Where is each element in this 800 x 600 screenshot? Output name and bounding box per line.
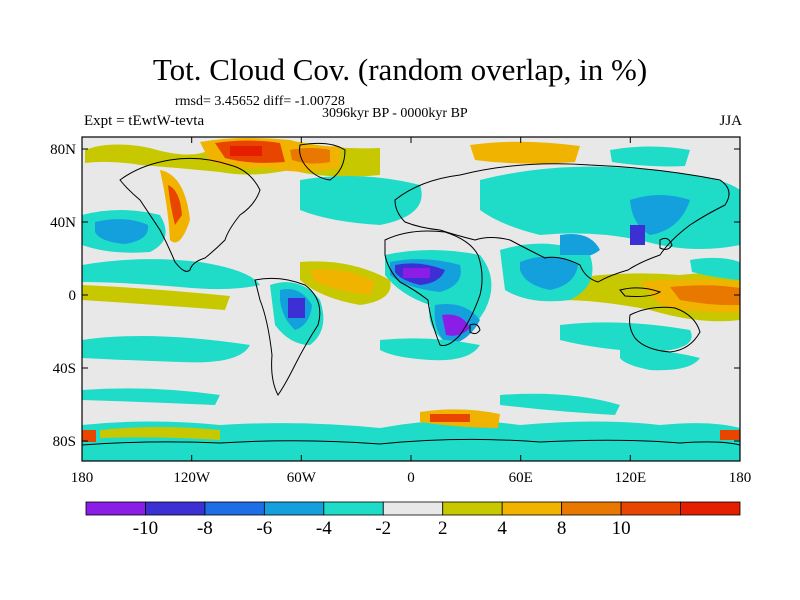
experiment-label: Expt = tEwtW-tevta bbox=[84, 113, 205, 129]
x-tick-label: 120E bbox=[614, 470, 646, 486]
colorbar-swatch bbox=[561, 501, 622, 516]
colorbar-label: -10 bbox=[133, 518, 158, 539]
stats-text: rmsd= 3.45652 diff= -1.00728 bbox=[175, 94, 345, 109]
x-tick-label: 180 bbox=[729, 470, 752, 486]
period-text: 3096kyr BP - 0000kyr BP bbox=[322, 106, 468, 121]
x-tick-label: 120W bbox=[173, 470, 211, 486]
colorbar-swatch bbox=[204, 501, 265, 516]
colorbar-label: 2 bbox=[438, 518, 448, 539]
colorbar-swatch bbox=[620, 501, 681, 516]
x-tick-label: 0 bbox=[407, 470, 415, 486]
colorbar-label: -8 bbox=[197, 518, 213, 539]
colorbar-label: 10 bbox=[612, 518, 631, 539]
x-tick-label: 60W bbox=[287, 470, 317, 486]
colorbar-swatch bbox=[382, 501, 444, 516]
colorbar-swatch bbox=[680, 501, 741, 516]
coastlines bbox=[82, 142, 740, 446]
colorbar-label: 8 bbox=[557, 518, 567, 539]
x-tick-label: 180 bbox=[71, 470, 94, 486]
colorbar-swatch bbox=[442, 501, 503, 516]
anomaly-field bbox=[82, 137, 740, 461]
colorbar-swatch bbox=[145, 501, 206, 516]
colorbar: -10 -8 -6 -4 -2 2 4 8 10 bbox=[85, 501, 741, 539]
map-title: Tot. Cloud Cov. (random overlap, in %) bbox=[152, 52, 648, 87]
y-tick-label: 0 bbox=[69, 288, 77, 304]
colorbar-swatch bbox=[85, 501, 146, 516]
y-axis-ticks bbox=[82, 148, 740, 442]
colorbar-swatch bbox=[323, 501, 384, 516]
colorbar-swatch bbox=[501, 501, 563, 516]
x-tick-label: 60E bbox=[509, 470, 533, 486]
colorbar-label: -2 bbox=[375, 518, 391, 539]
colorbar-swatch bbox=[263, 501, 325, 516]
colorbar-label: -6 bbox=[256, 518, 272, 539]
colorbar-label: -4 bbox=[316, 518, 332, 539]
y-tick-label: 80N bbox=[50, 142, 76, 158]
y-tick-label: 40N bbox=[50, 215, 76, 231]
season-label: JJA bbox=[719, 113, 742, 129]
y-tick-label: 80S bbox=[53, 434, 76, 450]
y-tick-label: 40S bbox=[53, 361, 76, 377]
x-axis-ticks bbox=[81, 137, 741, 461]
colorbar-label: 4 bbox=[497, 518, 507, 539]
